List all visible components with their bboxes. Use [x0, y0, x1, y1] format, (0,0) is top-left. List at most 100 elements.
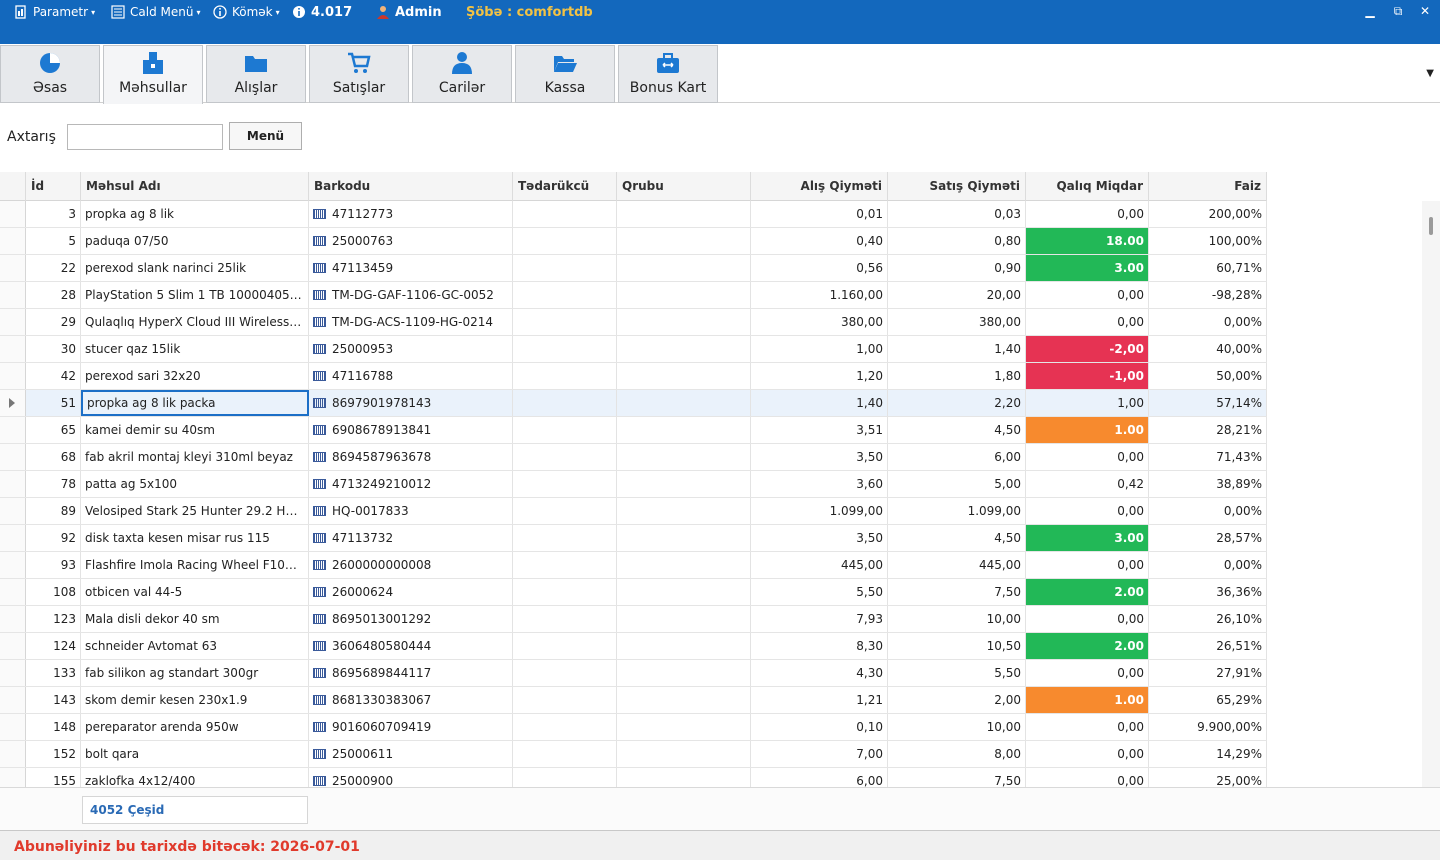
cell-id[interactable]: 3 [26, 201, 81, 227]
tab-cariler[interactable]: Carilər [412, 45, 512, 103]
cell-name[interactable]: propka ag 8 lik packa [81, 390, 309, 416]
restore-button[interactable]: ⧉ [1393, 4, 1403, 18]
tab-kassa[interactable]: Kassa [515, 45, 615, 103]
cell-id[interactable]: 152 [26, 741, 81, 767]
cell-buy-price[interactable]: 0,10 [751, 714, 888, 740]
cell-quantity[interactable]: 0,00 [1026, 606, 1149, 632]
cell-name[interactable]: Mala disli dekor 40 sm [81, 606, 309, 632]
table-row[interactable]: 89 Velosiped Stark 25 Hunter 29.2 HD XL HQ… [0, 498, 1267, 525]
row-indicator[interactable] [0, 309, 26, 335]
cell-group[interactable] [617, 525, 751, 551]
cell-name[interactable]: paduqa 07/50 [81, 228, 309, 254]
cell-quantity[interactable]: 0,00 [1026, 444, 1149, 470]
table-row[interactable]: 3 propka ag 8 lik 47112773 0,01 0,03 0,00 200,… [0, 201, 1267, 228]
cell-supplier[interactable] [513, 444, 617, 470]
cell-quantity[interactable]: 1.00 [1026, 687, 1149, 713]
cell-percent[interactable]: 0,00% [1149, 309, 1267, 335]
cell-id[interactable]: 89 [26, 498, 81, 524]
cell-supplier[interactable] [513, 633, 617, 659]
cell-supplier[interactable] [513, 201, 617, 227]
cell-supplier[interactable] [513, 714, 617, 740]
cell-barcode[interactable]: 47116788 [309, 363, 513, 389]
cell-id[interactable]: 124 [26, 633, 81, 659]
cell-id[interactable]: 92 [26, 525, 81, 551]
cell-group[interactable] [617, 552, 751, 578]
cell-group[interactable] [617, 687, 751, 713]
cell-group[interactable] [617, 498, 751, 524]
cell-group[interactable] [617, 282, 751, 308]
cell-percent[interactable]: 9.900,00% [1149, 714, 1267, 740]
tab-alislar[interactable]: Alışlar [206, 45, 306, 103]
row-indicator[interactable] [0, 714, 26, 740]
row-indicator[interactable] [0, 606, 26, 632]
row-indicator[interactable] [0, 417, 26, 443]
cell-percent[interactable]: 36,36% [1149, 579, 1267, 605]
cell-group[interactable] [617, 660, 751, 686]
row-indicator[interactable] [0, 255, 26, 281]
cell-buy-price[interactable]: 1.099,00 [751, 498, 888, 524]
cell-sell-price[interactable]: 6,00 [888, 444, 1026, 470]
search-input[interactable] [67, 124, 223, 150]
cell-quantity[interactable]: 0,42 [1026, 471, 1149, 497]
cell-group[interactable] [617, 579, 751, 605]
cell-quantity[interactable]: 0,00 [1026, 282, 1149, 308]
cell-barcode[interactable]: 25000953 [309, 336, 513, 362]
cell-sell-price[interactable]: 0,80 [888, 228, 1026, 254]
cell-name[interactable]: otbicen val 44-5 [81, 579, 309, 605]
cell-name[interactable]: PlayStation 5 Slim 1 TB 1000040591 [81, 282, 309, 308]
cell-barcode[interactable]: 8681330383067 [309, 687, 513, 713]
column-header-sell-price[interactable]: Satış Qiyməti [888, 172, 1026, 201]
cell-quantity[interactable]: -1,00 [1026, 363, 1149, 389]
menu-button[interactable]: Menü [229, 122, 302, 150]
cell-group[interactable] [617, 606, 751, 632]
cell-buy-price[interactable]: 3,60 [751, 471, 888, 497]
cell-buy-price[interactable]: 3,51 [751, 417, 888, 443]
cell-id[interactable]: 93 [26, 552, 81, 578]
cell-barcode[interactable]: 8694587963678 [309, 444, 513, 470]
cell-sell-price[interactable]: 1,80 [888, 363, 1026, 389]
cell-sell-price[interactable]: 380,00 [888, 309, 1026, 335]
cell-supplier[interactable] [513, 282, 617, 308]
cell-barcode[interactable]: 47113459 [309, 255, 513, 281]
cell-barcode[interactable]: 8695689844117 [309, 660, 513, 686]
cell-quantity[interactable]: 18.00 [1026, 228, 1149, 254]
cell-group[interactable] [617, 390, 751, 416]
row-indicator[interactable] [0, 660, 26, 686]
cell-buy-price[interactable]: 7,00 [751, 741, 888, 767]
cell-name[interactable]: patta ag 5x100 [81, 471, 309, 497]
row-indicator[interactable] [0, 336, 26, 362]
cell-buy-price[interactable]: 380,00 [751, 309, 888, 335]
cell-buy-price[interactable]: 445,00 [751, 552, 888, 578]
cell-percent[interactable]: 0,00% [1149, 498, 1267, 524]
cell-sell-price[interactable]: 10,00 [888, 714, 1026, 740]
table-row[interactable]: 42 perexod sari 32x20 47116788 1,20 1,80 -1,0… [0, 363, 1267, 390]
cell-supplier[interactable] [513, 768, 617, 787]
cell-id[interactable]: 65 [26, 417, 81, 443]
cell-name[interactable]: fab akril montaj kleyi 310ml beyaz [81, 444, 309, 470]
table-row[interactable]: 148 pereparator arenda 950w 9016060709419 0… [0, 714, 1267, 741]
cell-quantity[interactable]: 0,00 [1026, 741, 1149, 767]
cell-percent[interactable]: 57,14% [1149, 390, 1267, 416]
cell-group[interactable] [617, 363, 751, 389]
cell-quantity[interactable]: 0,00 [1026, 201, 1149, 227]
row-indicator[interactable] [0, 228, 26, 254]
cell-name[interactable]: bolt qara [81, 741, 309, 767]
cell-percent[interactable]: 14,29% [1149, 741, 1267, 767]
cell-buy-price[interactable]: 3,50 [751, 444, 888, 470]
cell-id[interactable]: 148 [26, 714, 81, 740]
cell-percent[interactable]: 40,00% [1149, 336, 1267, 362]
tab-satislar[interactable]: Satışlar [309, 45, 409, 103]
cell-supplier[interactable] [513, 579, 617, 605]
cell-quantity[interactable]: 1,00 [1026, 390, 1149, 416]
cell-barcode[interactable]: 47112773 [309, 201, 513, 227]
cell-quantity[interactable]: 2.00 [1026, 633, 1149, 659]
cell-sell-price[interactable]: 10,00 [888, 606, 1026, 632]
cell-quantity[interactable]: 2.00 [1026, 579, 1149, 605]
cell-barcode[interactable]: HQ-0017833 [309, 498, 513, 524]
cell-percent[interactable]: 200,00% [1149, 201, 1267, 227]
table-row[interactable]: 78 patta ag 5x100 4713249210012 3,60 5,00 0,4… [0, 471, 1267, 498]
cell-name[interactable]: perexod slank narinci 25lik [81, 255, 309, 281]
cell-supplier[interactable] [513, 471, 617, 497]
row-indicator[interactable] [0, 498, 26, 524]
cell-name[interactable]: disk taxta kesen misar rus 115 [81, 525, 309, 551]
